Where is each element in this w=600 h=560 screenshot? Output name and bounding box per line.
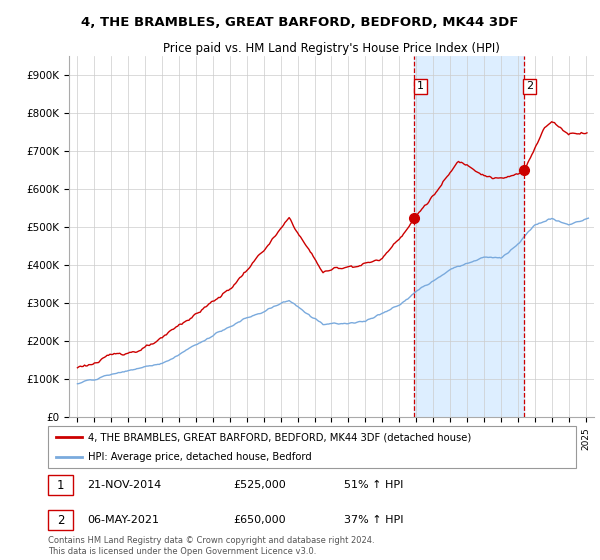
Text: HPI: Average price, detached house, Bedford: HPI: Average price, detached house, Bedf… [88, 452, 311, 462]
Title: Price paid vs. HM Land Registry's House Price Index (HPI): Price paid vs. HM Land Registry's House … [163, 42, 500, 55]
Text: £650,000: £650,000 [233, 515, 286, 525]
Bar [415, 56, 524, 417]
FancyBboxPatch shape [48, 475, 73, 495]
Text: 2: 2 [526, 81, 533, 91]
Text: 1: 1 [57, 479, 64, 492]
Text: 06-MAY-2021: 06-MAY-2021 [88, 515, 160, 525]
Text: 1: 1 [417, 81, 424, 91]
FancyBboxPatch shape [48, 510, 73, 530]
FancyBboxPatch shape [48, 426, 576, 468]
Text: 51% ↑ HPI: 51% ↑ HPI [344, 480, 403, 490]
Text: £525,000: £525,000 [233, 480, 286, 490]
Text: 4, THE BRAMBLES, GREAT BARFORD, BEDFORD, MK44 3DF (detached house): 4, THE BRAMBLES, GREAT BARFORD, BEDFORD,… [88, 432, 471, 442]
Text: 4, THE BRAMBLES, GREAT BARFORD, BEDFORD, MK44 3DF: 4, THE BRAMBLES, GREAT BARFORD, BEDFORD,… [82, 16, 518, 29]
Text: 21-NOV-2014: 21-NOV-2014 [88, 480, 162, 490]
Text: 2: 2 [57, 514, 64, 526]
Text: Contains HM Land Registry data © Crown copyright and database right 2024.
This d: Contains HM Land Registry data © Crown c… [48, 536, 374, 556]
Text: 37% ↑ HPI: 37% ↑ HPI [344, 515, 403, 525]
